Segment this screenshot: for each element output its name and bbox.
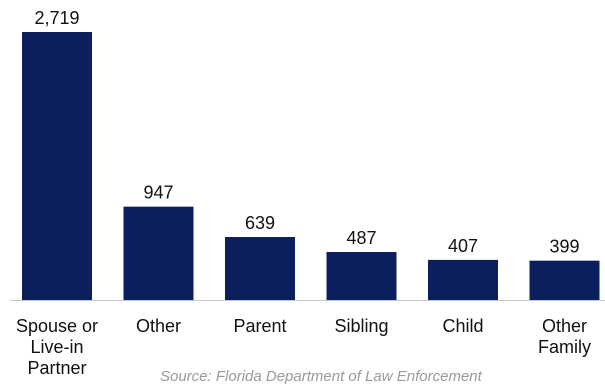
value-label-0: 2,719 bbox=[34, 8, 79, 28]
value-label-2: 639 bbox=[245, 213, 275, 233]
value-labels-group: 2,719 947 639 487 407 399 bbox=[34, 8, 579, 257]
category-label-1: Other bbox=[136, 316, 181, 336]
bar-4 bbox=[428, 259, 498, 300]
value-label-3: 487 bbox=[346, 228, 376, 248]
bar-2 bbox=[225, 237, 295, 300]
category-label-2: Parent bbox=[233, 316, 286, 336]
bar-5 bbox=[529, 260, 600, 300]
value-label-4: 407 bbox=[448, 236, 478, 256]
category-label-0: Spouse or Live-in Partner bbox=[16, 316, 98, 378]
bar-3 bbox=[326, 251, 397, 300]
value-label-1: 947 bbox=[143, 183, 173, 203]
bar-0 bbox=[22, 32, 92, 300]
category-label-4: Child bbox=[442, 316, 483, 336]
bars-group bbox=[22, 32, 600, 300]
category-labels-group: Spouse or Live-in Partner Other Parent Siblin… bbox=[16, 316, 591, 378]
value-label-5: 399 bbox=[549, 237, 579, 257]
category-label-5: Other Family bbox=[538, 316, 591, 357]
source-note: Source: Florida Department of Law Enforc… bbox=[160, 368, 482, 385]
category-label-3: Sibling bbox=[334, 316, 388, 336]
bar-1 bbox=[123, 206, 194, 300]
